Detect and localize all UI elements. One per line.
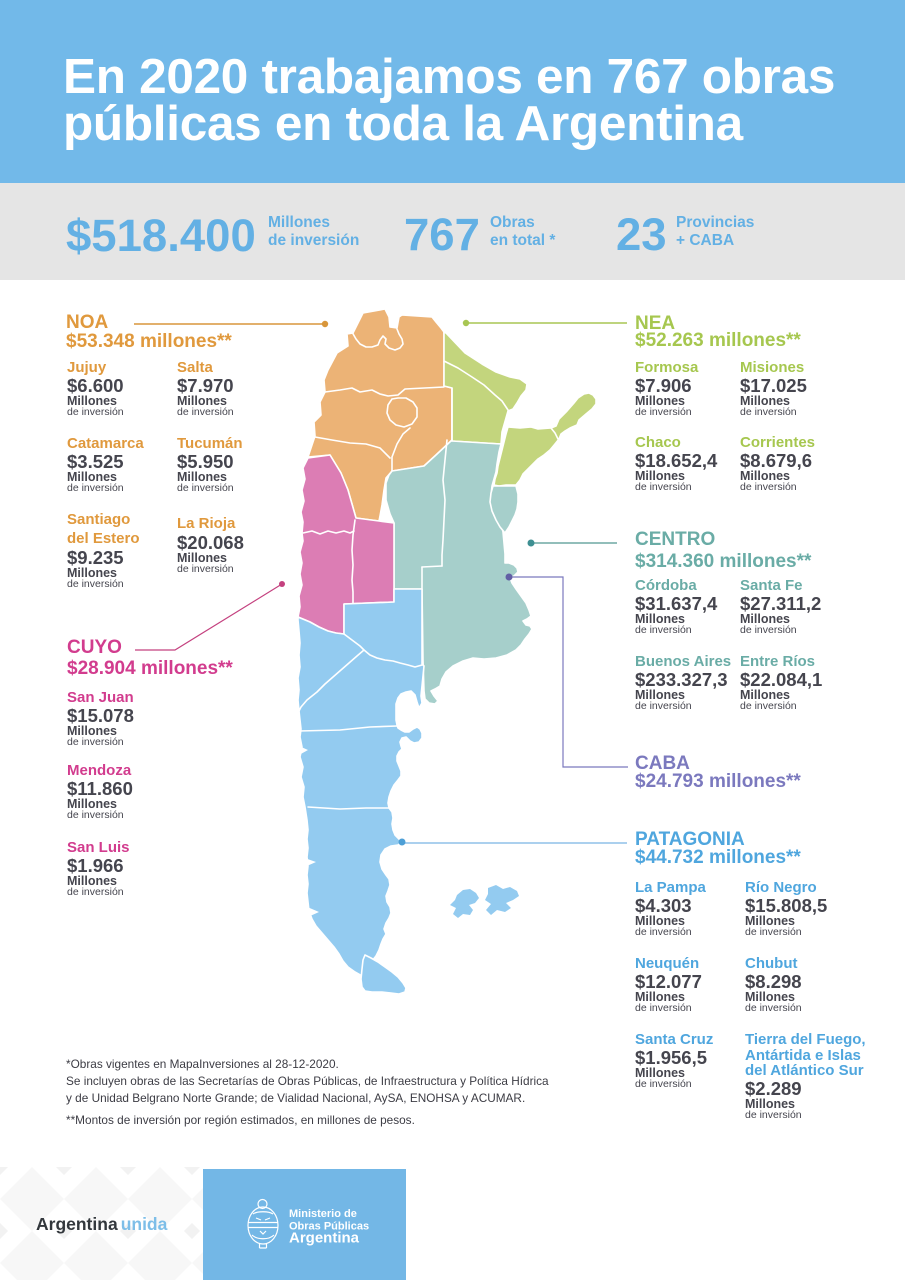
svg-text:Obras Públicas: Obras Públicas (289, 1221, 369, 1233)
svg-text:Ministerio de: Ministerio de (289, 1208, 357, 1220)
svg-text:Argentina: Argentina (289, 1230, 360, 1247)
